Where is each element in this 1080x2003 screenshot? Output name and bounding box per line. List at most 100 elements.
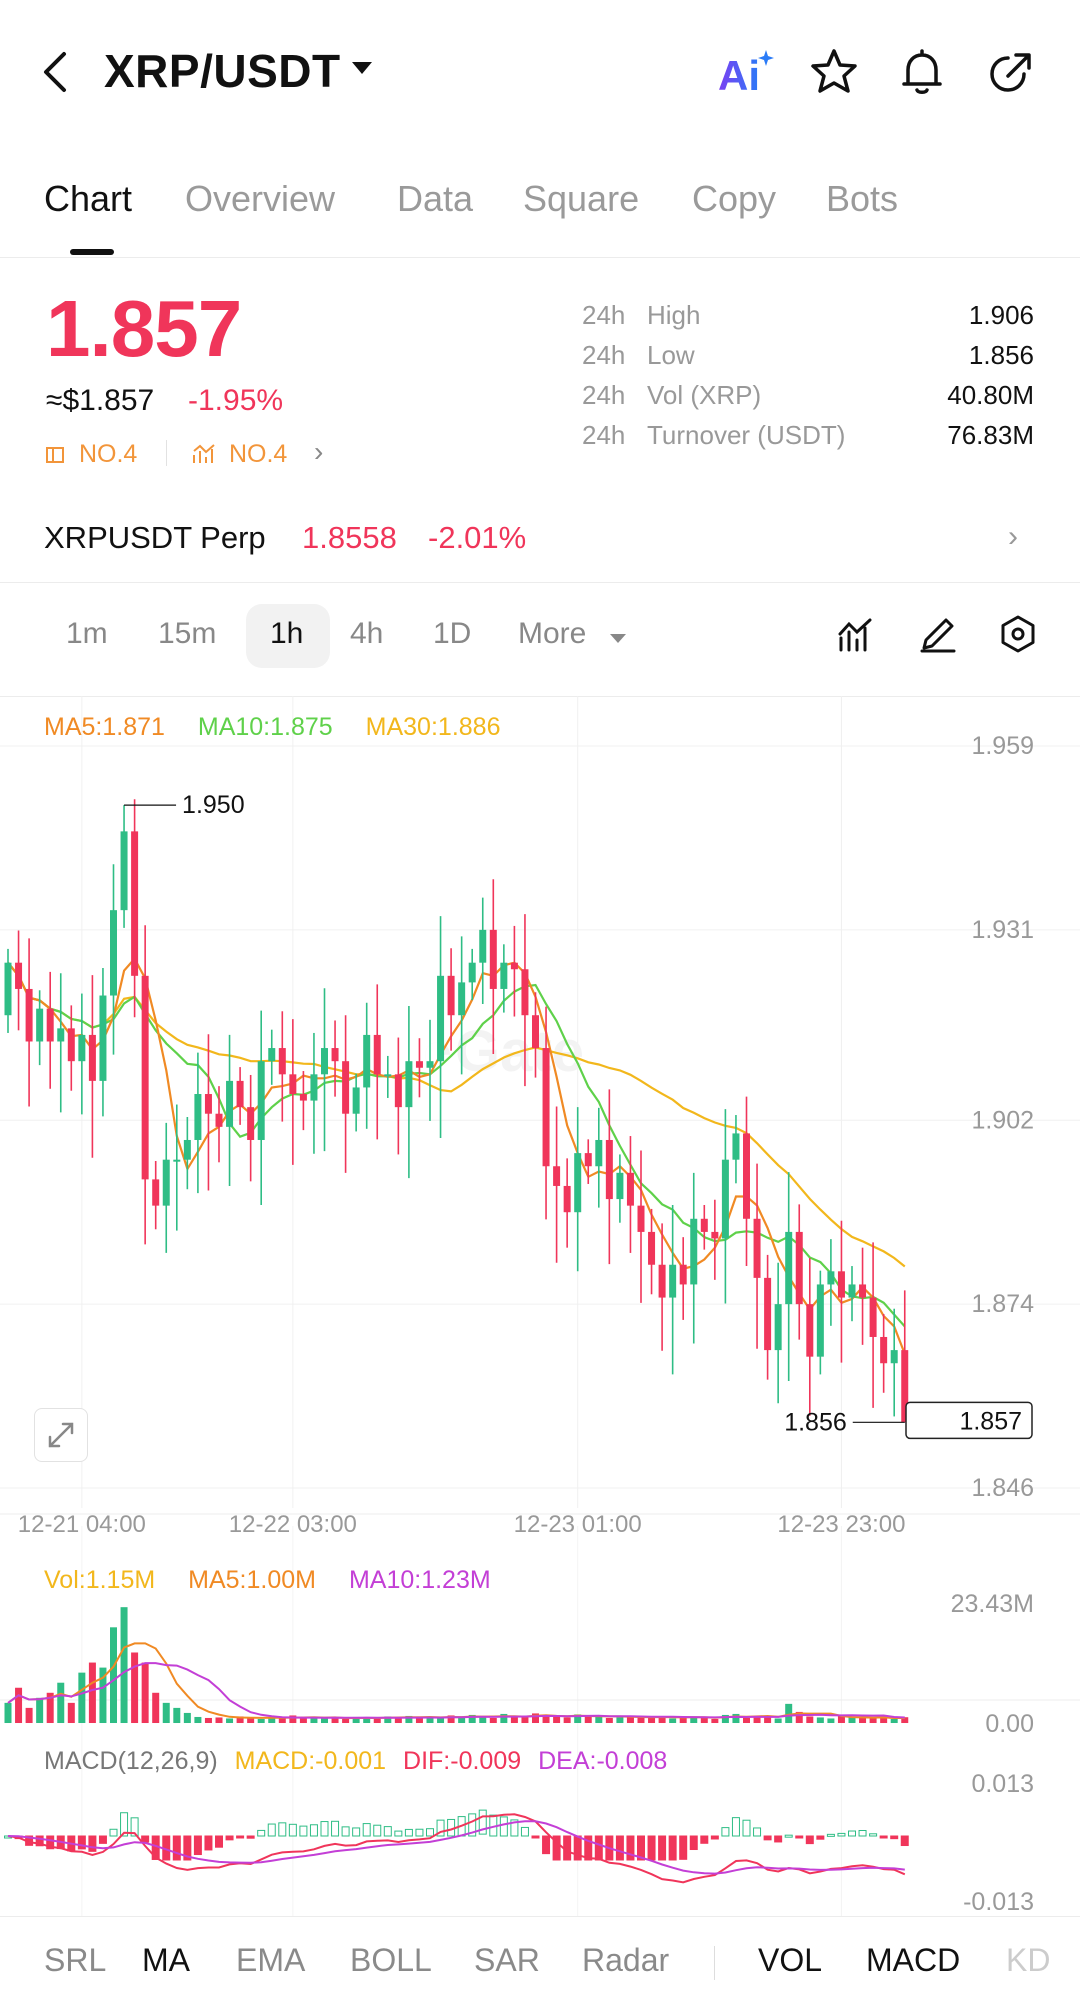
- macd-histogram-bar: [900, 1835, 909, 1847]
- volume-bar: [521, 1716, 529, 1724]
- volume-bar: [352, 1716, 360, 1724]
- vol-ma5-legend: MA5:1.00M: [188, 1566, 316, 1594]
- interval-more[interactable]: More: [518, 617, 587, 650]
- candle-body: [15, 962, 23, 989]
- volume-bar: [880, 1717, 888, 1724]
- indicator-kd[interactable]: KD: [1006, 1942, 1051, 1978]
- volume-bar: [542, 1715, 550, 1724]
- perp-name: XRPUSDT Perp: [44, 520, 266, 555]
- macd-histogram-bar: [394, 1830, 403, 1837]
- pair-dropdown-icon[interactable]: [352, 62, 372, 74]
- tab-chart[interactable]: Chart: [44, 178, 133, 219]
- chart-grid: [0, 696, 1080, 1916]
- indicator-radar[interactable]: Radar: [582, 1942, 670, 1978]
- volume-bar: [890, 1718, 898, 1724]
- macd-panel: [4, 1809, 909, 1884]
- candle-body: [257, 1061, 265, 1140]
- volume-bar: [669, 1718, 677, 1724]
- candle-body: [36, 1008, 44, 1042]
- volume-bar: [721, 1714, 729, 1724]
- back-button[interactable]: [40, 50, 80, 100]
- candle-body: [732, 1133, 740, 1160]
- rank-badge-market-cap[interactable]: NO.4: [44, 440, 137, 469]
- chevron-right-icon[interactable]: ›: [314, 436, 324, 467]
- macd-histogram-bar: [426, 1828, 434, 1837]
- interval-4h[interactable]: 4h: [350, 617, 384, 650]
- macd-histogram-bar: [552, 1835, 561, 1861]
- volume-bar: [226, 1718, 234, 1724]
- volume-bar: [131, 1652, 139, 1724]
- macd-histogram-bar: [615, 1835, 624, 1861]
- candle-body: [162, 1159, 170, 1206]
- interval-1d[interactable]: 1D: [433, 617, 472, 650]
- main-tabs: Chart Overview Data Square Copy Bots: [0, 178, 1080, 258]
- macd-histogram-bar: [731, 1817, 740, 1837]
- candle-body: [57, 1028, 65, 1042]
- chevron-down-icon[interactable]: [610, 634, 626, 643]
- volume-bar: [415, 1717, 423, 1724]
- indicator-ema[interactable]: EMA: [236, 1942, 306, 1978]
- volume-bar: [458, 1716, 466, 1724]
- candle-body: [837, 1271, 845, 1298]
- candle-body: [310, 1074, 318, 1101]
- indicator-button[interactable]: [836, 614, 876, 659]
- macd-histogram-bar: [341, 1826, 350, 1837]
- indicator-sar[interactable]: SAR: [474, 1942, 540, 1978]
- current-price-box: [905, 1401, 1033, 1440]
- tab-copy[interactable]: Copy: [692, 178, 777, 219]
- y-tick-label: 1.959: [971, 732, 1034, 760]
- interval-1h[interactable]: 1h: [270, 617, 304, 650]
- macd-histogram-bar: [246, 1835, 255, 1839]
- tab-overview[interactable]: Overview: [185, 178, 336, 219]
- macd-title: MACD(12,26,9): [44, 1747, 218, 1775]
- ai-button[interactable]: Ai: [716, 46, 774, 102]
- volume-bar: [426, 1716, 434, 1724]
- candle-body: [869, 1297, 877, 1337]
- favorite-button[interactable]: [808, 46, 864, 102]
- volume-bar: [120, 1607, 128, 1724]
- macd-histogram-bar: [77, 1835, 86, 1850]
- macd-histogram-bar: [848, 1830, 856, 1837]
- macd-histogram-bar: [98, 1835, 107, 1844]
- volume-bar: [869, 1718, 877, 1724]
- share-button[interactable]: [984, 46, 1040, 102]
- volume-bar: [437, 1718, 445, 1724]
- pencil-icon: [920, 618, 956, 653]
- high-marker-label: 1.950: [182, 791, 245, 819]
- indicator-macd[interactable]: MACD: [866, 1942, 961, 1978]
- indicator-ma[interactable]: MA: [142, 1942, 190, 1978]
- tab-square[interactable]: Square: [523, 178, 640, 219]
- pair-title[interactable]: XRP/USDT: [104, 45, 341, 97]
- indicator-srl[interactable]: SRL: [44, 1942, 107, 1978]
- indicator-boll[interactable]: BOLL: [350, 1942, 432, 1978]
- chart-settings-button[interactable]: [998, 614, 1038, 659]
- interval-15m[interactable]: 15m: [158, 617, 217, 650]
- draw-button[interactable]: [918, 614, 958, 659]
- candle-body: [204, 1094, 212, 1114]
- volume-bar: [679, 1716, 687, 1724]
- x-tick-label: 12-23 01:00: [514, 1511, 642, 1538]
- alert-button[interactable]: [896, 46, 952, 102]
- candle-body: [67, 1028, 75, 1062]
- macd-histogram-bar: [858, 1829, 867, 1837]
- rank-badge-volume[interactable]: NO.4: [192, 440, 287, 469]
- tab-bots[interactable]: Bots: [826, 178, 899, 219]
- candle-body: [373, 1034, 381, 1075]
- candle-body: [131, 831, 139, 976]
- indicator-vol[interactable]: VOL: [758, 1942, 823, 1978]
- volume-bar: [141, 1662, 149, 1724]
- volume-bar: [194, 1716, 202, 1724]
- interval-1m[interactable]: 1m: [66, 617, 108, 650]
- fullscreen-button[interactable]: [34, 1408, 88, 1462]
- volume-bars: [4, 1607, 909, 1724]
- candle-body: [721, 1159, 729, 1239]
- volume-bar: [363, 1717, 371, 1724]
- macd-histogram-bar: [689, 1835, 698, 1851]
- chevron-right-icon[interactable]: ›: [1008, 520, 1018, 553]
- tab-data[interactable]: Data: [397, 178, 474, 219]
- candle-body: [816, 1284, 824, 1357]
- candle-body: [806, 1304, 814, 1357]
- candle-body: [510, 962, 518, 970]
- macd-histogram-bar: [309, 1824, 318, 1837]
